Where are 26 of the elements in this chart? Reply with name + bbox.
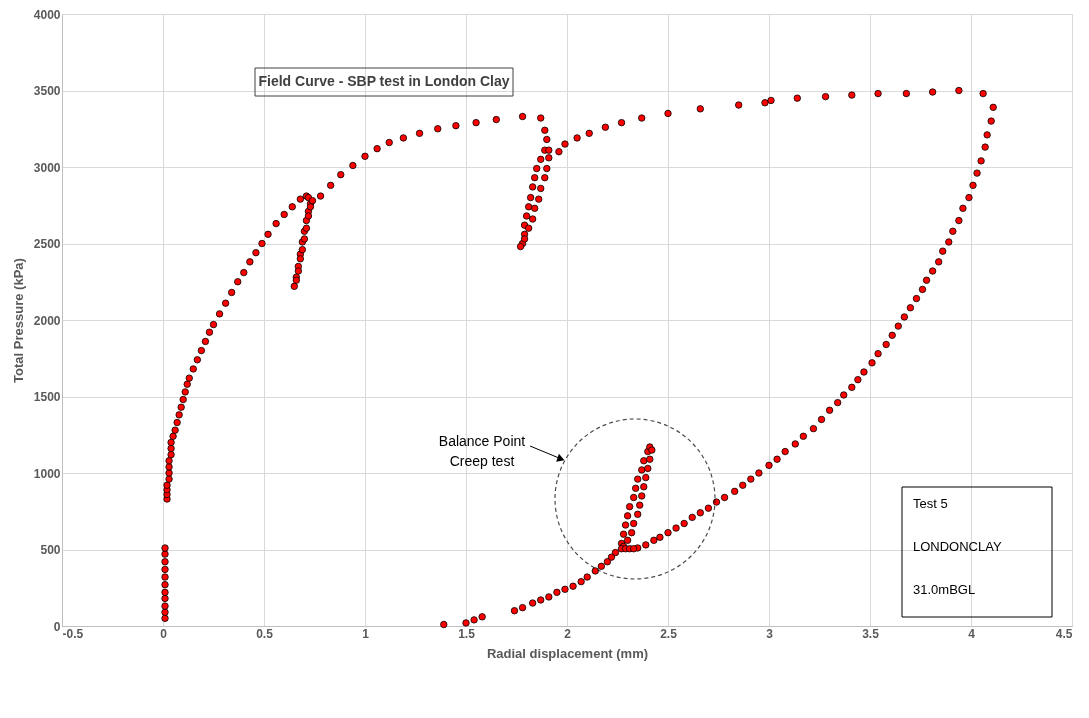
y-tick-label: 1000: [33, 466, 61, 481]
y-tick-label: 2000: [33, 313, 61, 328]
x-tick-label: 4.5: [1055, 626, 1073, 641]
y-tick-label: 2500: [33, 237, 61, 251]
x-tick-label: 0.5: [256, 626, 274, 641]
annotation: LONDONCLAY: [913, 539, 1002, 554]
y-tick-label: 500: [40, 543, 61, 557]
y-tick-label: 3000: [33, 160, 61, 175]
x-tick-label: 0: [160, 626, 168, 641]
text: Field Curve - SBP test in London Clay: [258, 73, 510, 89]
x-axis-title: Radial displacement (mm): [486, 645, 649, 661]
x-tick-label: 1.5: [458, 626, 476, 641]
y-tick-label: 1500: [33, 390, 61, 404]
y-tick-label: 3500: [33, 84, 61, 98]
x-tick-label: 3.5: [862, 626, 880, 641]
y-axis-title: Total Pressure (kPa): [10, 258, 26, 383]
x-tick-label: 1: [362, 626, 370, 641]
x-tick-label: 4: [968, 626, 976, 641]
x-tick-label: 2: [564, 626, 572, 641]
annotation: 31.0mBGL: [913, 582, 976, 597]
x-tick-label: 3: [766, 626, 774, 641]
x-tick-label: 2.5: [660, 626, 678, 641]
annotation: Test 5: [913, 496, 948, 511]
x-tick-label: -0.5: [62, 626, 84, 641]
annotation: Balance Point Creep test: [438, 433, 526, 469]
y-tick-label: 4000: [33, 7, 61, 22]
